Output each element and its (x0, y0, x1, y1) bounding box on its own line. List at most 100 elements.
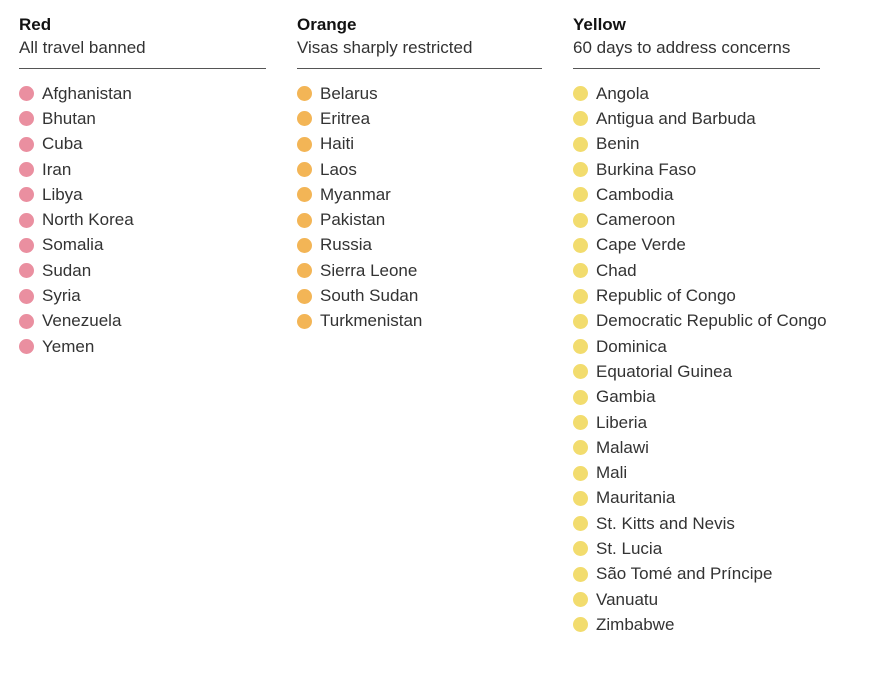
status-dot-icon (19, 111, 34, 127)
country-name: São Tomé and Príncipe (596, 564, 773, 584)
status-dot-icon (573, 136, 588, 152)
status-dot-icon (573, 490, 588, 506)
country-name: North Korea (42, 210, 134, 230)
country-name: Dominica (596, 336, 667, 356)
list-item: Democratic Republic of Congo (573, 309, 827, 334)
list-item: South Sudan (297, 283, 542, 308)
status-dot-icon (573, 288, 588, 304)
status-dot-icon (573, 364, 588, 380)
list-item: Equatorial Guinea (573, 359, 820, 384)
country-name: Sierra Leone (320, 260, 418, 280)
list-item: Republic of Congo (573, 283, 820, 308)
country-name: Sudan (42, 260, 92, 280)
column-title: Yellow (573, 15, 626, 34)
country-name: Burkina Faso (596, 159, 697, 179)
orange-column: Orange Visas sharply restricted Belarus E… (297, 14, 542, 334)
list-item: Gambia (573, 385, 820, 410)
status-dot-icon (573, 415, 588, 430)
status-dot-icon (297, 212, 312, 228)
country-name: Cape Verde (596, 235, 686, 255)
status-dot-icon (573, 162, 588, 178)
list-item: Laos (297, 157, 542, 182)
list-item: Benin (573, 132, 820, 157)
country-name: Yemen (42, 336, 95, 356)
list-item: Venezuela (19, 309, 266, 334)
status-dot-icon (573, 592, 588, 608)
country-name: Zimbabwe (596, 614, 675, 634)
country-name: Bhutan (42, 108, 96, 128)
country-list: Afghanistan Bhutan Cuba Iran Libya North Kore… (19, 81, 266, 359)
status-dot-icon (19, 86, 34, 102)
list-item: St. Kitts and Nevis (573, 511, 820, 536)
country-name: St. Lucia (596, 538, 663, 558)
status-dot-icon (573, 389, 588, 405)
country-name: Angola (596, 83, 649, 103)
country-name: Malawi (596, 437, 649, 457)
status-dot-icon (573, 263, 588, 279)
list-item: Eritrea (297, 106, 542, 131)
column-divider (573, 68, 820, 69)
list-item: Libya (19, 182, 266, 207)
country-name: Antigua and Barbuda (596, 108, 756, 128)
country-list: Angola Antigua and Barbuda Benin Burkina Fa… (573, 81, 827, 638)
list-item: Iran (19, 157, 266, 182)
country-name: Mauritania (596, 488, 676, 508)
country-list: Belarus Eritrea Haiti Laos Myanmar Pakistan Ru… (297, 81, 542, 334)
country-name: Turkmenistan (320, 311, 423, 331)
status-dot-icon (19, 212, 34, 228)
status-dot-icon (297, 288, 312, 304)
list-item: São Tomé and Príncipe (573, 562, 820, 587)
country-name: South Sudan (320, 286, 419, 306)
status-dot-icon (297, 187, 312, 203)
list-item: Afghanistan (19, 81, 266, 106)
country-name: Russia (320, 235, 372, 255)
list-item: Cuba (19, 132, 266, 157)
country-name: Chad (596, 260, 637, 280)
country-name: Haiti (320, 134, 355, 154)
list-item: Angola (573, 81, 820, 106)
country-name: Syria (42, 286, 81, 306)
list-item: Somalia (19, 233, 266, 258)
status-dot-icon (573, 111, 588, 127)
status-dot-icon (19, 187, 34, 203)
list-item: Cameroon (573, 207, 820, 232)
list-item: Malawi (573, 435, 820, 460)
status-dot-icon (297, 86, 312, 102)
column-divider (297, 68, 542, 69)
country-name: Gambia (596, 387, 656, 407)
status-dot-icon (573, 617, 588, 633)
country-name: Benin (596, 134, 640, 154)
country-name: Libya (42, 184, 83, 204)
status-dot-icon (19, 237, 34, 253)
list-item: Pakistan (297, 207, 542, 232)
list-item: Myanmar (297, 182, 542, 207)
status-dot-icon (573, 465, 588, 481)
status-dot-icon (297, 237, 312, 253)
country-name: Laos (320, 159, 357, 179)
status-dot-icon (573, 187, 588, 203)
yellow-column: Yellow 60 days to address concerns Angol… (573, 14, 827, 638)
column-title: Red (19, 15, 52, 34)
list-item: Dominica (573, 334, 820, 359)
country-name: Eritrea (320, 108, 371, 128)
country-name: Republic of Congo (596, 286, 736, 306)
list-item: Cambodia (573, 182, 820, 207)
country-name: Liberia (596, 412, 648, 432)
status-dot-icon (573, 566, 588, 582)
list-item: Chad (573, 258, 820, 283)
list-item: Cape Verde (573, 233, 820, 258)
status-dot-icon (19, 339, 34, 355)
status-dot-icon (573, 339, 588, 355)
country-name: Pakistan (320, 210, 386, 230)
country-name: Democratic Republic of Congo (596, 311, 827, 331)
country-name: Equatorial Guinea (596, 361, 733, 381)
list-item: Sudan (19, 258, 266, 283)
country-name: Iran (42, 159, 72, 179)
status-dot-icon (297, 162, 312, 178)
column-title: Orange (297, 15, 357, 34)
status-dot-icon (297, 263, 312, 279)
list-item: Sierra Leone (297, 258, 542, 283)
country-name: Cuba (42, 134, 83, 154)
list-item: Syria (19, 283, 266, 308)
status-dot-icon (297, 313, 312, 329)
